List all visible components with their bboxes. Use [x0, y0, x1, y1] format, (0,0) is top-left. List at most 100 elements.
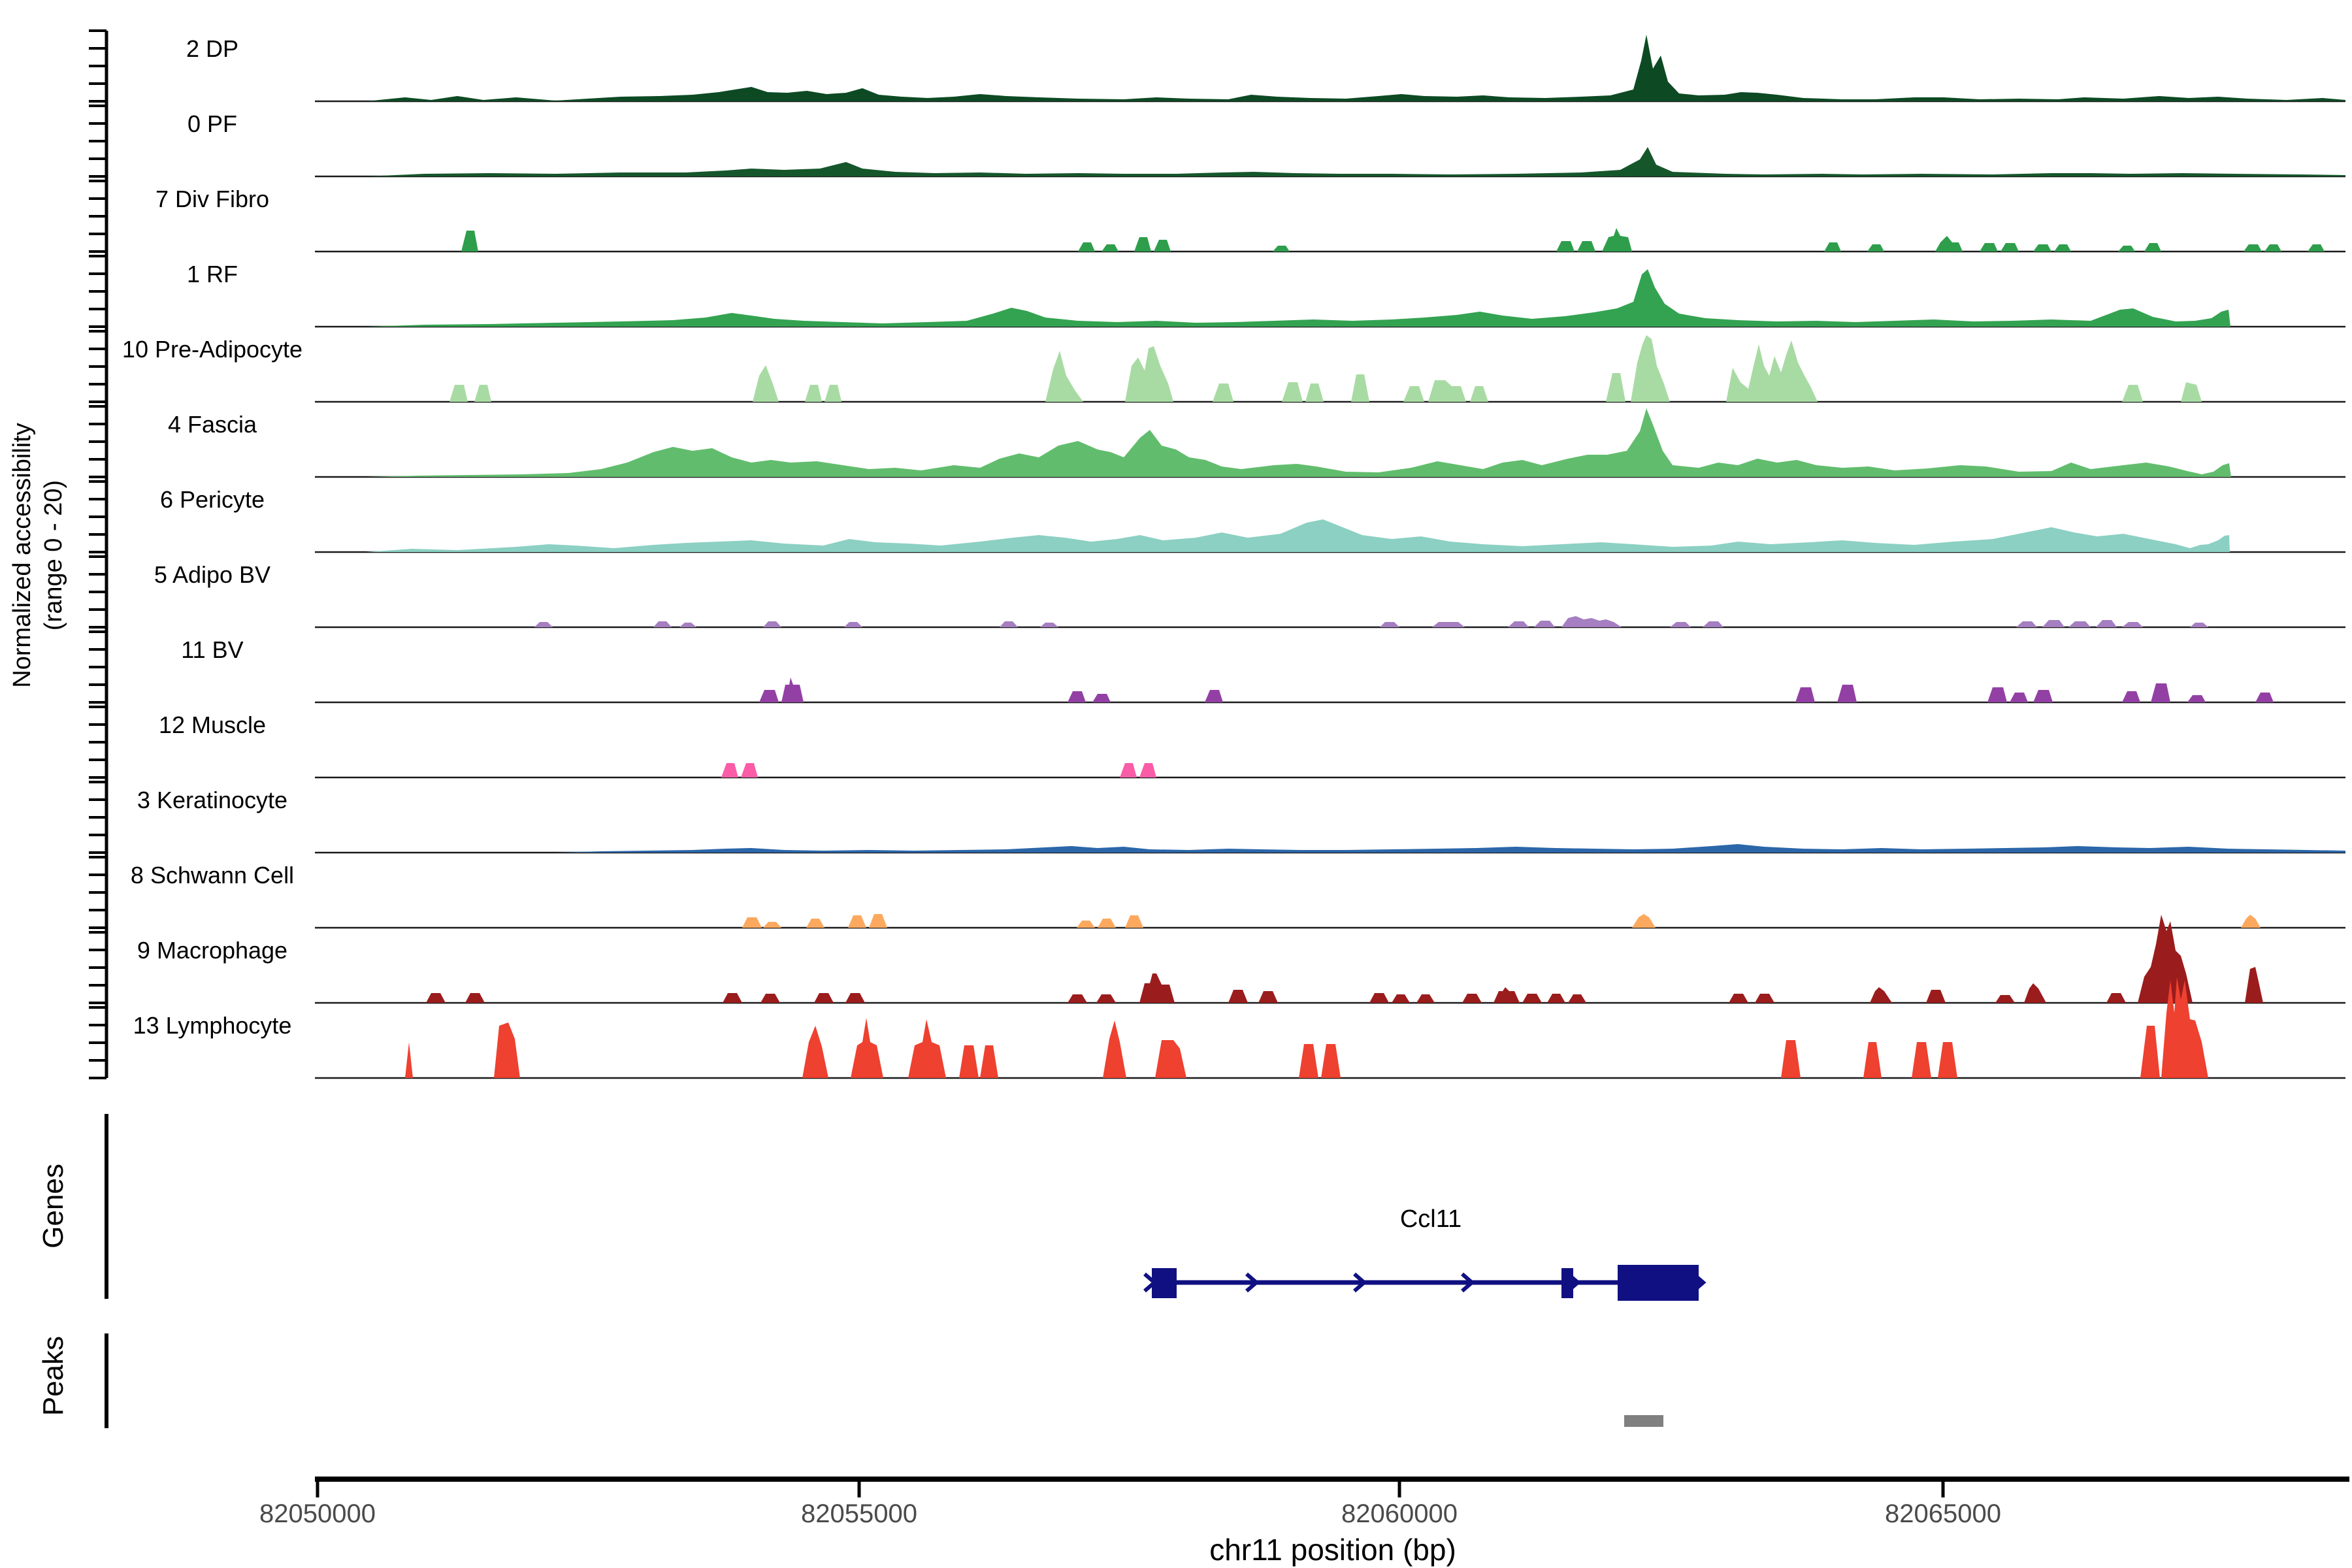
coverage-signal — [2122, 622, 2143, 627]
coverage-signal — [1403, 386, 1424, 402]
coverage-signal — [2187, 695, 2206, 702]
coverage-signal — [845, 993, 865, 1003]
track-7-div-fibro — [315, 228, 2345, 253]
coverage-signal — [2118, 246, 2135, 252]
coverage-signal — [1935, 236, 1963, 252]
peak-region-bar — [1624, 1415, 1663, 1427]
coverage-signal — [2096, 620, 2117, 627]
track-2-dp — [315, 35, 2345, 103]
coverage-signal — [1863, 1042, 1882, 1078]
coverage-signal — [2161, 977, 2208, 1078]
coverage-signal — [366, 408, 2345, 477]
track-label: 6 Pericyte — [160, 486, 265, 513]
x-axis-tick-label: 82050000 — [259, 1499, 376, 1528]
coverage-signal — [1102, 244, 1119, 252]
track-label: 8 Schwann Cell — [131, 862, 294, 889]
track-label: 10 Pre-Adipocyte — [122, 336, 302, 363]
coverage-signal — [763, 922, 781, 928]
coverage-signal — [1670, 622, 1691, 627]
track-label: 13 Lymphocyte — [133, 1012, 292, 1039]
coverage-signal — [1432, 622, 1465, 627]
coverage-signal — [1040, 623, 1058, 627]
coverage-signal — [2001, 243, 2019, 252]
coverage-signal — [1045, 351, 1083, 402]
y-axis-label-line2: (range 0 - 20) — [40, 480, 67, 630]
coverage-signal — [1729, 994, 1748, 1003]
coverage-signal — [1938, 1042, 1957, 1078]
coverage-signal — [1703, 621, 1723, 627]
coverage-signal — [1273, 246, 1290, 252]
gene-name-label: Ccl11 — [1400, 1205, 1462, 1233]
coverage-signal — [908, 1019, 946, 1078]
coverage-signal — [851, 1018, 883, 1078]
coverage-signal — [753, 365, 779, 402]
coverage-signal — [449, 385, 468, 402]
coverage-signal — [1228, 990, 1248, 1003]
coverage-signal — [741, 763, 758, 777]
coverage-signal — [1428, 380, 1466, 402]
coverage-signal — [2068, 621, 2091, 627]
coverage-signal — [1995, 995, 2015, 1003]
coverage-signal — [1632, 914, 1656, 928]
coverage-signal — [2010, 693, 2028, 702]
coverage-signal — [1351, 374, 1369, 402]
coverage-signal — [366, 35, 2345, 101]
coverage-signal — [802, 1026, 828, 1078]
coverage-signal — [1282, 382, 1303, 402]
coverage-signal — [366, 147, 2345, 176]
track-13-lymphocyte — [315, 977, 2345, 1079]
peaks-section-label: Peaks — [37, 1336, 69, 1416]
coverage-signal — [814, 993, 834, 1003]
coverage-signal — [1096, 994, 1116, 1003]
coverage-signal — [1568, 994, 1586, 1003]
coverage-signal — [1522, 994, 1542, 1003]
coverage-signal — [1987, 687, 2007, 702]
strand-arrow-icon — [1353, 1272, 1367, 1293]
track-label: 2 DP — [186, 35, 238, 62]
coverage-signal — [1125, 346, 1173, 402]
coverage-signal — [1125, 915, 1143, 928]
x-axis-tick-label: 82055000 — [801, 1499, 917, 1528]
coverage-signal — [1470, 386, 1488, 402]
coverage-signal — [844, 622, 862, 627]
coverage-signal — [1912, 1042, 1931, 1078]
coverage-signal — [2181, 382, 2202, 402]
coverage-signal — [1139, 763, 1156, 777]
coverage-signal — [2245, 967, 2263, 1003]
coverage-signal — [1068, 691, 1086, 702]
x-axis-tick-label: 82065000 — [1885, 1499, 2001, 1528]
track-8-schwann-cell — [315, 914, 2345, 929]
coverage-signal — [2264, 244, 2281, 252]
coverage-signal — [1926, 990, 1946, 1003]
coverage-signal — [465, 993, 485, 1003]
coverage-signal — [2024, 983, 2046, 1003]
coverage-signal — [1077, 921, 1095, 928]
coverage-signal — [806, 919, 825, 928]
track-label: 9 Macrophage — [137, 937, 287, 964]
track-label: 7 Div Fibro — [155, 186, 269, 212]
track-1-rf — [315, 269, 2345, 328]
coverage-signal — [679, 623, 696, 627]
coverage-signal — [1980, 243, 1998, 252]
coverage-signal — [742, 917, 762, 928]
coverage-signal — [494, 1022, 520, 1078]
coverage-signal — [1120, 763, 1137, 777]
track-label: 4 Fascia — [168, 411, 257, 438]
track-0-pf — [315, 147, 2345, 178]
track-3-keratinocyte — [315, 844, 2345, 854]
coverage-signal — [1837, 685, 1857, 702]
coverage-signal — [474, 385, 491, 402]
coverage-signal — [1824, 242, 1841, 252]
coverage-signal — [781, 678, 804, 702]
coverage-signal — [1561, 616, 1622, 627]
track-label: 5 Adipo BV — [154, 561, 270, 588]
coverage-signal — [1139, 973, 1175, 1003]
coverage-signal — [1870, 987, 1892, 1003]
coverage-signal — [653, 621, 672, 627]
track-4-fascia — [315, 408, 2345, 478]
coverage-signal — [1462, 994, 1482, 1003]
coverage-signal — [1068, 994, 1087, 1003]
coverage-signal — [805, 385, 822, 402]
gene-exon — [1152, 1268, 1177, 1298]
coverage-signal — [1103, 1021, 1126, 1078]
